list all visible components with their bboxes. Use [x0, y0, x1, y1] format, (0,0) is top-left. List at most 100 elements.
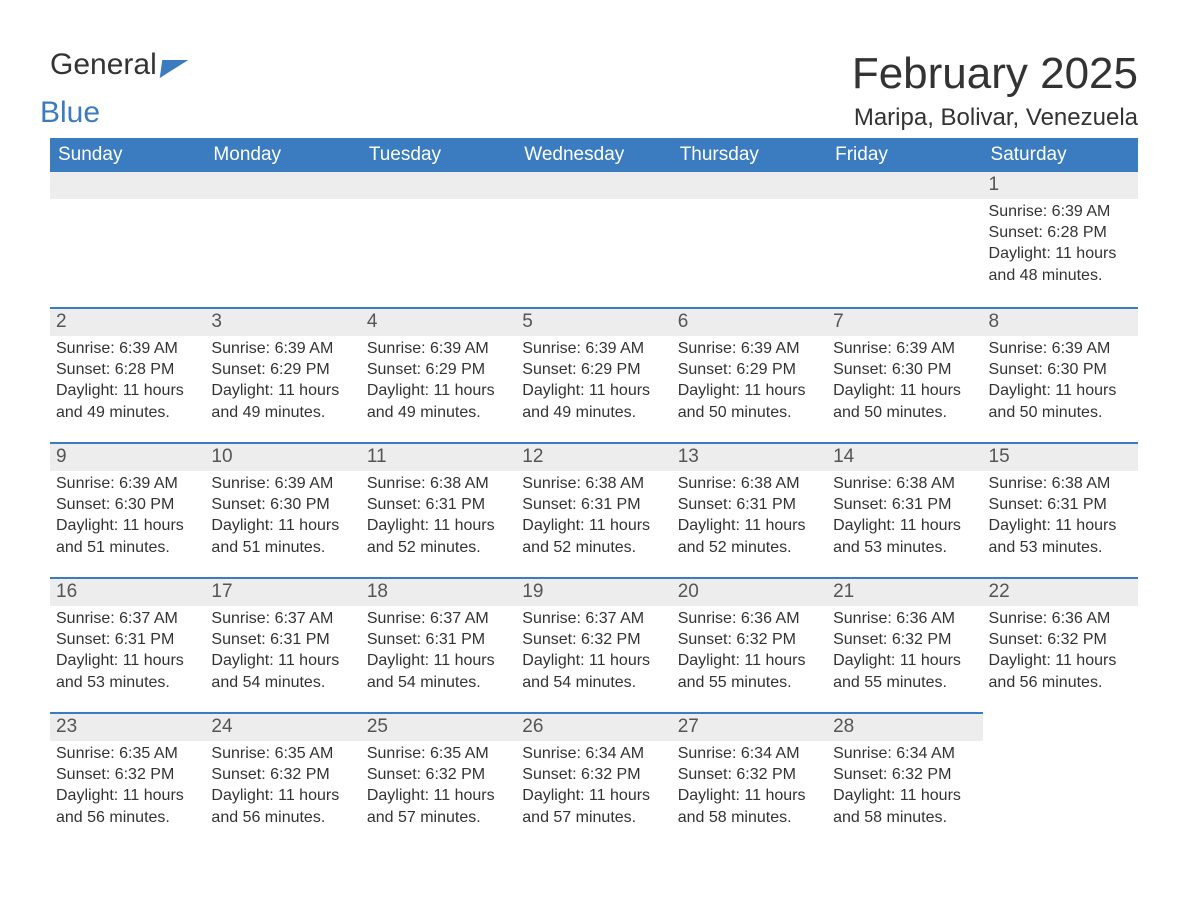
day-number-strip	[361, 172, 516, 199]
calendar-cell: 12Sunrise: 6:38 AMSunset: 6:31 PMDayligh…	[516, 442, 671, 577]
daylight-line: Daylight: 11 hours and 55 minutes.	[678, 650, 821, 692]
day-number-strip: 25	[361, 712, 516, 741]
sunset-line: Sunset: 6:31 PM	[56, 629, 199, 650]
sunset-line: Sunset: 6:29 PM	[367, 359, 510, 380]
calendar-cell: 5Sunrise: 6:39 AMSunset: 6:29 PMDaylight…	[516, 307, 671, 442]
sunset-line: Sunset: 6:31 PM	[522, 494, 665, 515]
sunrise-line: Sunrise: 6:39 AM	[56, 473, 199, 494]
day-number: 7	[833, 311, 844, 332]
day-number: 1	[989, 174, 1000, 195]
daylight-line: Daylight: 11 hours and 58 minutes.	[678, 785, 821, 827]
daylight-line: Daylight: 11 hours and 54 minutes.	[367, 650, 510, 692]
calendar-week-row: 16Sunrise: 6:37 AMSunset: 6:31 PMDayligh…	[50, 577, 1138, 712]
calendar-cell: 6Sunrise: 6:39 AMSunset: 6:29 PMDaylight…	[672, 307, 827, 442]
sunrise-line: Sunrise: 6:35 AM	[367, 743, 510, 764]
daylight-line: Daylight: 11 hours and 52 minutes.	[522, 515, 665, 557]
day-number-strip	[205, 172, 360, 199]
day-number: 23	[56, 716, 77, 737]
day-info: Sunrise: 6:34 AMSunset: 6:32 PMDaylight:…	[516, 741, 671, 827]
daylight-line: Daylight: 11 hours and 53 minutes.	[989, 515, 1132, 557]
day-number-strip: 5	[516, 307, 671, 336]
calendar-cell: 16Sunrise: 6:37 AMSunset: 6:31 PMDayligh…	[50, 577, 205, 712]
day-number: 19	[522, 581, 543, 602]
daylight-line: Daylight: 11 hours and 52 minutes.	[367, 515, 510, 557]
sunrise-line: Sunrise: 6:38 AM	[678, 473, 821, 494]
sunset-line: Sunset: 6:32 PM	[833, 764, 976, 785]
sunset-line: Sunset: 6:32 PM	[989, 629, 1132, 650]
day-info: Sunrise: 6:39 AMSunset: 6:30 PMDaylight:…	[827, 336, 982, 422]
calendar-cell: 21Sunrise: 6:36 AMSunset: 6:32 PMDayligh…	[827, 577, 982, 712]
day-number-strip: 11	[361, 442, 516, 471]
daylight-line: Daylight: 11 hours and 53 minutes.	[56, 650, 199, 692]
day-info: Sunrise: 6:39 AMSunset: 6:30 PMDaylight:…	[983, 336, 1138, 422]
calendar-cell: 10Sunrise: 6:39 AMSunset: 6:30 PMDayligh…	[205, 442, 360, 577]
sunrise-line: Sunrise: 6:39 AM	[367, 338, 510, 359]
day-number-strip: 28	[827, 712, 982, 741]
day-info: Sunrise: 6:39 AMSunset: 6:28 PMDaylight:…	[983, 199, 1138, 285]
day-number: 11	[367, 446, 387, 467]
calendar-cell: 19Sunrise: 6:37 AMSunset: 6:32 PMDayligh…	[516, 577, 671, 712]
month-year: February 2025	[852, 50, 1138, 98]
sunrise-line: Sunrise: 6:36 AM	[989, 608, 1132, 629]
day-number: 25	[367, 716, 388, 737]
day-number-strip: 22	[983, 577, 1138, 606]
calendar-cell: 8Sunrise: 6:39 AMSunset: 6:30 PMDaylight…	[983, 307, 1138, 442]
day-number-strip: 26	[516, 712, 671, 741]
day-number-strip: 10	[205, 442, 360, 471]
day-number-strip: 12	[516, 442, 671, 471]
calendar-cell: 26Sunrise: 6:34 AMSunset: 6:32 PMDayligh…	[516, 712, 671, 847]
day-header: Wednesday	[516, 138, 671, 172]
calendar-cell	[361, 172, 516, 307]
logo-text-general: General	[50, 48, 157, 81]
day-number-strip	[50, 172, 205, 199]
day-number: 4	[367, 311, 378, 332]
day-header: Friday	[827, 138, 982, 172]
day-info: Sunrise: 6:39 AMSunset: 6:30 PMDaylight:…	[50, 471, 205, 557]
sunset-line: Sunset: 6:29 PM	[678, 359, 821, 380]
sunrise-line: Sunrise: 6:39 AM	[989, 338, 1132, 359]
sunrise-line: Sunrise: 6:38 AM	[367, 473, 510, 494]
day-info: Sunrise: 6:35 AMSunset: 6:32 PMDaylight:…	[361, 741, 516, 827]
day-number: 3	[211, 311, 222, 332]
sunrise-line: Sunrise: 6:37 AM	[522, 608, 665, 629]
sunset-line: Sunset: 6:32 PM	[367, 764, 510, 785]
sunset-line: Sunset: 6:32 PM	[522, 629, 665, 650]
day-number-strip	[672, 172, 827, 199]
day-info: Sunrise: 6:38 AMSunset: 6:31 PMDaylight:…	[361, 471, 516, 557]
calendar-cell: 24Sunrise: 6:35 AMSunset: 6:32 PMDayligh…	[205, 712, 360, 847]
sunrise-line: Sunrise: 6:39 AM	[989, 201, 1132, 222]
day-number-strip: 17	[205, 577, 360, 606]
day-number-strip	[827, 172, 982, 199]
sunset-line: Sunset: 6:30 PM	[989, 359, 1132, 380]
header: General Blue February 2025 Maripa, Boliv…	[50, 50, 1138, 132]
day-number-strip: 21	[827, 577, 982, 606]
daylight-line: Daylight: 11 hours and 57 minutes.	[522, 785, 665, 827]
day-number-strip: 6	[672, 307, 827, 336]
sunset-line: Sunset: 6:32 PM	[211, 764, 354, 785]
day-number-strip: 24	[205, 712, 360, 741]
calendar-cell	[50, 172, 205, 307]
day-number: 9	[56, 446, 67, 467]
sunrise-line: Sunrise: 6:37 AM	[211, 608, 354, 629]
day-number-strip: 27	[672, 712, 827, 741]
sunset-line: Sunset: 6:30 PM	[211, 494, 354, 515]
day-info: Sunrise: 6:39 AMSunset: 6:29 PMDaylight:…	[361, 336, 516, 422]
sunset-line: Sunset: 6:28 PM	[56, 359, 199, 380]
calendar-cell: 27Sunrise: 6:34 AMSunset: 6:32 PMDayligh…	[672, 712, 827, 847]
sunrise-line: Sunrise: 6:34 AM	[522, 743, 665, 764]
title-block: February 2025 Maripa, Bolivar, Venezuela	[852, 50, 1138, 132]
calendar-cell	[672, 172, 827, 307]
sunset-line: Sunset: 6:28 PM	[989, 222, 1132, 243]
day-number: 27	[678, 716, 699, 737]
calendar-cell: 23Sunrise: 6:35 AMSunset: 6:32 PMDayligh…	[50, 712, 205, 847]
sunrise-line: Sunrise: 6:37 AM	[367, 608, 510, 629]
daylight-line: Daylight: 11 hours and 48 minutes.	[989, 243, 1132, 285]
calendar-cell: 18Sunrise: 6:37 AMSunset: 6:31 PMDayligh…	[361, 577, 516, 712]
day-header: Sunday	[50, 138, 205, 172]
sunrise-line: Sunrise: 6:39 AM	[522, 338, 665, 359]
sunrise-line: Sunrise: 6:34 AM	[678, 743, 821, 764]
sunset-line: Sunset: 6:31 PM	[367, 494, 510, 515]
daylight-line: Daylight: 11 hours and 58 minutes.	[833, 785, 976, 827]
daylight-line: Daylight: 11 hours and 56 minutes.	[989, 650, 1132, 692]
day-info: Sunrise: 6:39 AMSunset: 6:28 PMDaylight:…	[50, 336, 205, 422]
